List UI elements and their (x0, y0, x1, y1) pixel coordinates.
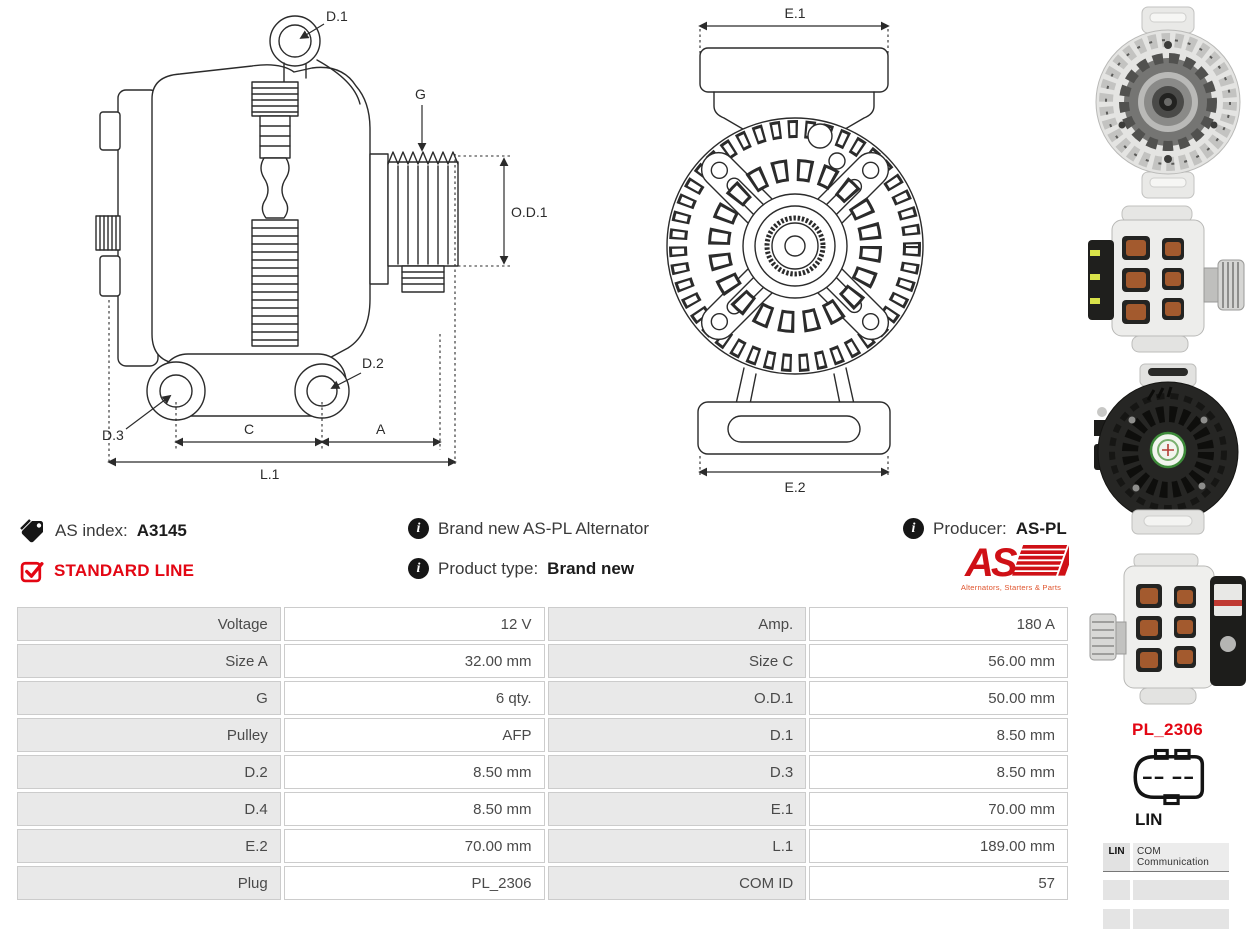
spec-value: 180 A (809, 607, 1068, 641)
com-table-row (1103, 909, 1229, 929)
dim-label-a: A (376, 421, 386, 437)
spec-value: 6 qty. (283, 681, 545, 715)
spec-value: 32.00 mm (283, 644, 545, 678)
spec-label: D.1 (547, 718, 807, 752)
spec-label: Plug (17, 866, 281, 900)
com-header-left: LIN (1103, 843, 1130, 871)
checkbox-checked-icon (20, 561, 44, 583)
spec-label: D.4 (17, 792, 281, 826)
as-index-label: AS index: (55, 521, 128, 540)
spec-value: PL_2306 (283, 866, 545, 900)
alternator-front-outline (666, 47, 924, 455)
spec-value: 70.00 mm (809, 792, 1068, 826)
com-header-right: COM Communication (1133, 843, 1229, 871)
com-table-header: LIN COM Communication (1103, 843, 1229, 872)
spec-row: Size A 32.00 mm Size C 56.00 mm (17, 644, 1068, 678)
producer-value: AS-PL (1015, 518, 1067, 538)
spec-row: E.2 70.00 mm L.1 189.00 mm (17, 829, 1068, 863)
alternator-side-pulley-right-photo[interactable] (1087, 202, 1248, 358)
product-type-label: Product type: (438, 558, 539, 578)
spec-label: L.1 (547, 829, 807, 863)
tag-icon (20, 519, 43, 543)
spec-label: G (17, 681, 281, 715)
dim-label-l1: L.1 (260, 466, 280, 482)
producer-label: Producer: (933, 518, 1007, 538)
dim-label-c: C (244, 421, 254, 437)
standard-line-badge: STANDARD LINE (54, 560, 195, 580)
product-photo-sidebar: PL_2306 LIN LIN COM Communication (1085, 0, 1250, 929)
alternator-side-outline (95, 15, 459, 421)
spec-value: 57 (809, 866, 1068, 900)
side-view-technical-drawing: D.1 G O.D.1 D.2 D.3 C A L.1 (95, 8, 548, 482)
spec-value: 70.00 mm (283, 829, 545, 863)
spec-row: Voltage 12 V Amp. 180 A (17, 607, 1068, 641)
spec-value: 50.00 mm (809, 681, 1068, 715)
spec-label: Voltage (17, 607, 281, 641)
spec-row: D.4 8.50 mm E.1 70.00 mm (17, 792, 1068, 826)
front-view-dimensions: E.1 E.2 (698, 6, 890, 495)
spec-row: Pulley AFP D.1 8.50 mm (17, 718, 1068, 752)
as-index-row: AS index: A3145 (20, 518, 187, 544)
as-pl-logo: AS Alternators, Starters & Parts (953, 540, 1078, 599)
logo-tagline: Alternators, Starters & Parts (961, 583, 1061, 592)
description-row: i Brand new AS-PL Alternator (408, 518, 649, 539)
side-view-dimensions: D.1 G O.D.1 D.2 D.3 C A L.1 (102, 8, 548, 482)
spec-value: AFP (283, 718, 545, 752)
spec-label: Size C (547, 644, 807, 678)
spec-label: D.3 (547, 755, 807, 789)
dim-label-g: G (415, 86, 426, 102)
spec-value: 8.50 mm (809, 755, 1068, 789)
spec-value: 8.50 mm (283, 792, 545, 826)
spec-value: 8.50 mm (283, 755, 545, 789)
spec-row: G 6 qty. O.D.1 50.00 mm (17, 681, 1068, 715)
spec-value: 56.00 mm (809, 644, 1068, 678)
spec-label: Size A (17, 644, 281, 678)
info-icon: i (903, 518, 924, 539)
plug-code: PL_2306 (1131, 720, 1204, 739)
spec-row: D.2 8.50 mm D.3 8.50 mm (17, 755, 1068, 789)
alternator-front-photo[interactable] (1090, 5, 1246, 200)
spec-label: D.2 (17, 755, 281, 789)
spec-value: 8.50 mm (809, 718, 1068, 752)
spec-value: 189.00 mm (809, 829, 1068, 863)
dim-label-d2: D.2 (362, 355, 384, 371)
spec-label: E.2 (17, 829, 281, 863)
product-type-value: Brand new (547, 558, 635, 578)
standard-line-row: STANDARD LINE (20, 558, 194, 583)
alternator-rear-photo[interactable] (1092, 362, 1244, 538)
spec-label: COM ID (547, 866, 807, 900)
spec-row: Plug PL_2306 COM ID 57 (17, 866, 1068, 900)
dim-label-d3: D.3 (102, 427, 124, 443)
connector-label: LIN (1135, 810, 1163, 829)
spec-label: E.1 (547, 792, 807, 826)
producer-row: i Producer: AS-PL (903, 518, 1067, 539)
spec-label: Amp. (547, 607, 807, 641)
as-index-value: A3145 (136, 521, 187, 540)
alternator-side-pulley-left-photo[interactable] (1088, 552, 1248, 712)
logo-text: AS (964, 541, 1018, 585)
info-icon: i (408, 518, 429, 539)
spec-table: Voltage 12 V Amp. 180 A Size A 32.00 mm … (14, 604, 1071, 903)
front-view-technical-drawing: E.1 E.2 (666, 6, 924, 495)
dim-label-e1: E.1 (784, 6, 805, 21)
dim-label-od1: O.D.1 (511, 204, 548, 220)
spec-label: O.D.1 (547, 681, 807, 715)
dim-label-d1: D.1 (326, 8, 348, 24)
spec-value: 12 V (283, 607, 545, 641)
spec-label: Pulley (17, 718, 281, 752)
com-communication-table: LIN COM Communication (1103, 843, 1229, 938)
product-description: Brand new AS-PL Alternator (438, 518, 650, 538)
product-type-row: i Product type: Brand new (408, 558, 634, 579)
com-table-row (1103, 880, 1229, 900)
info-icon: i (408, 558, 429, 579)
dim-label-e2: E.2 (784, 479, 805, 495)
lin-connector-icon (1133, 748, 1205, 806)
